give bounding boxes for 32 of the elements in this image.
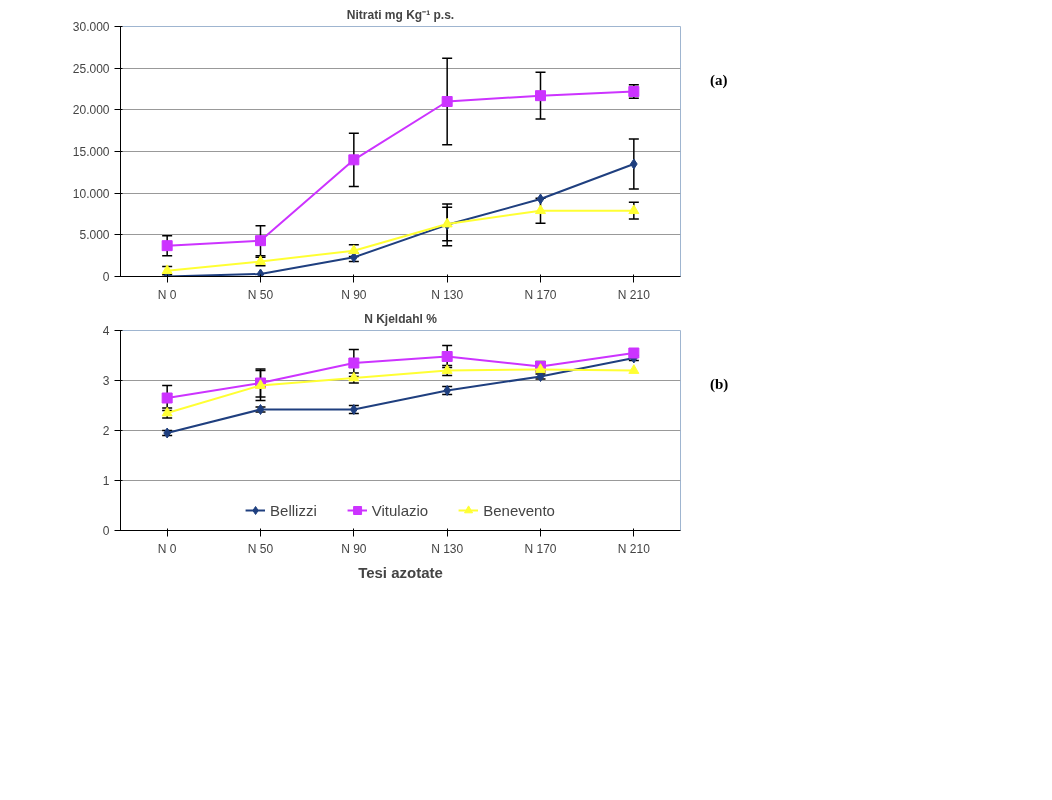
x-tick-label: N 130	[431, 541, 464, 556]
y-tick-label: 0	[102, 270, 110, 284]
y-tick-label: 10.000	[72, 186, 110, 201]
x-tick-label: N 170	[524, 541, 557, 556]
legend-label: Bellizzi	[270, 501, 317, 519]
chart-title: N Kjeldahl %	[364, 311, 438, 326]
y-tick-label: 3	[102, 374, 110, 388]
legend-label: Vitulazio	[371, 501, 429, 519]
y-tick-label: 5.000	[79, 228, 110, 243]
x-tick-label: N 210	[617, 287, 651, 302]
y-tick-label: 25.000	[72, 61, 110, 76]
legend-label: Benevento	[483, 501, 555, 519]
y-tick-label: 30.000	[72, 20, 110, 34]
chart-title: Nitrati mg Kg⁻¹ p.s.	[346, 7, 455, 22]
x-tick-label: N 50	[247, 541, 274, 556]
y-tick-label: 4	[102, 324, 110, 338]
x-tick-label: N 170	[524, 287, 557, 302]
x-tick-label: N 0	[157, 287, 177, 302]
x-tick-label: N 50	[247, 287, 274, 302]
x-tick-label: N 130	[431, 287, 464, 302]
y-tick-label: 2	[102, 424, 110, 438]
y-tick-label: 20.000	[72, 103, 110, 118]
x-tick-label: N 90	[341, 541, 367, 556]
y-tick-label: 15.000	[72, 145, 110, 159]
x-tick-label: N 90	[341, 287, 367, 302]
y-tick-label: 0	[102, 524, 110, 538]
x-tick-label: N 0	[157, 541, 177, 556]
y-tick-label: 1	[102, 474, 110, 488]
text: (b)	[710, 375, 729, 394]
x-axis-title: Tesi azotate	[358, 563, 443, 581]
text: (a)	[710, 71, 728, 90]
x-tick-label: N 210	[617, 541, 651, 556]
